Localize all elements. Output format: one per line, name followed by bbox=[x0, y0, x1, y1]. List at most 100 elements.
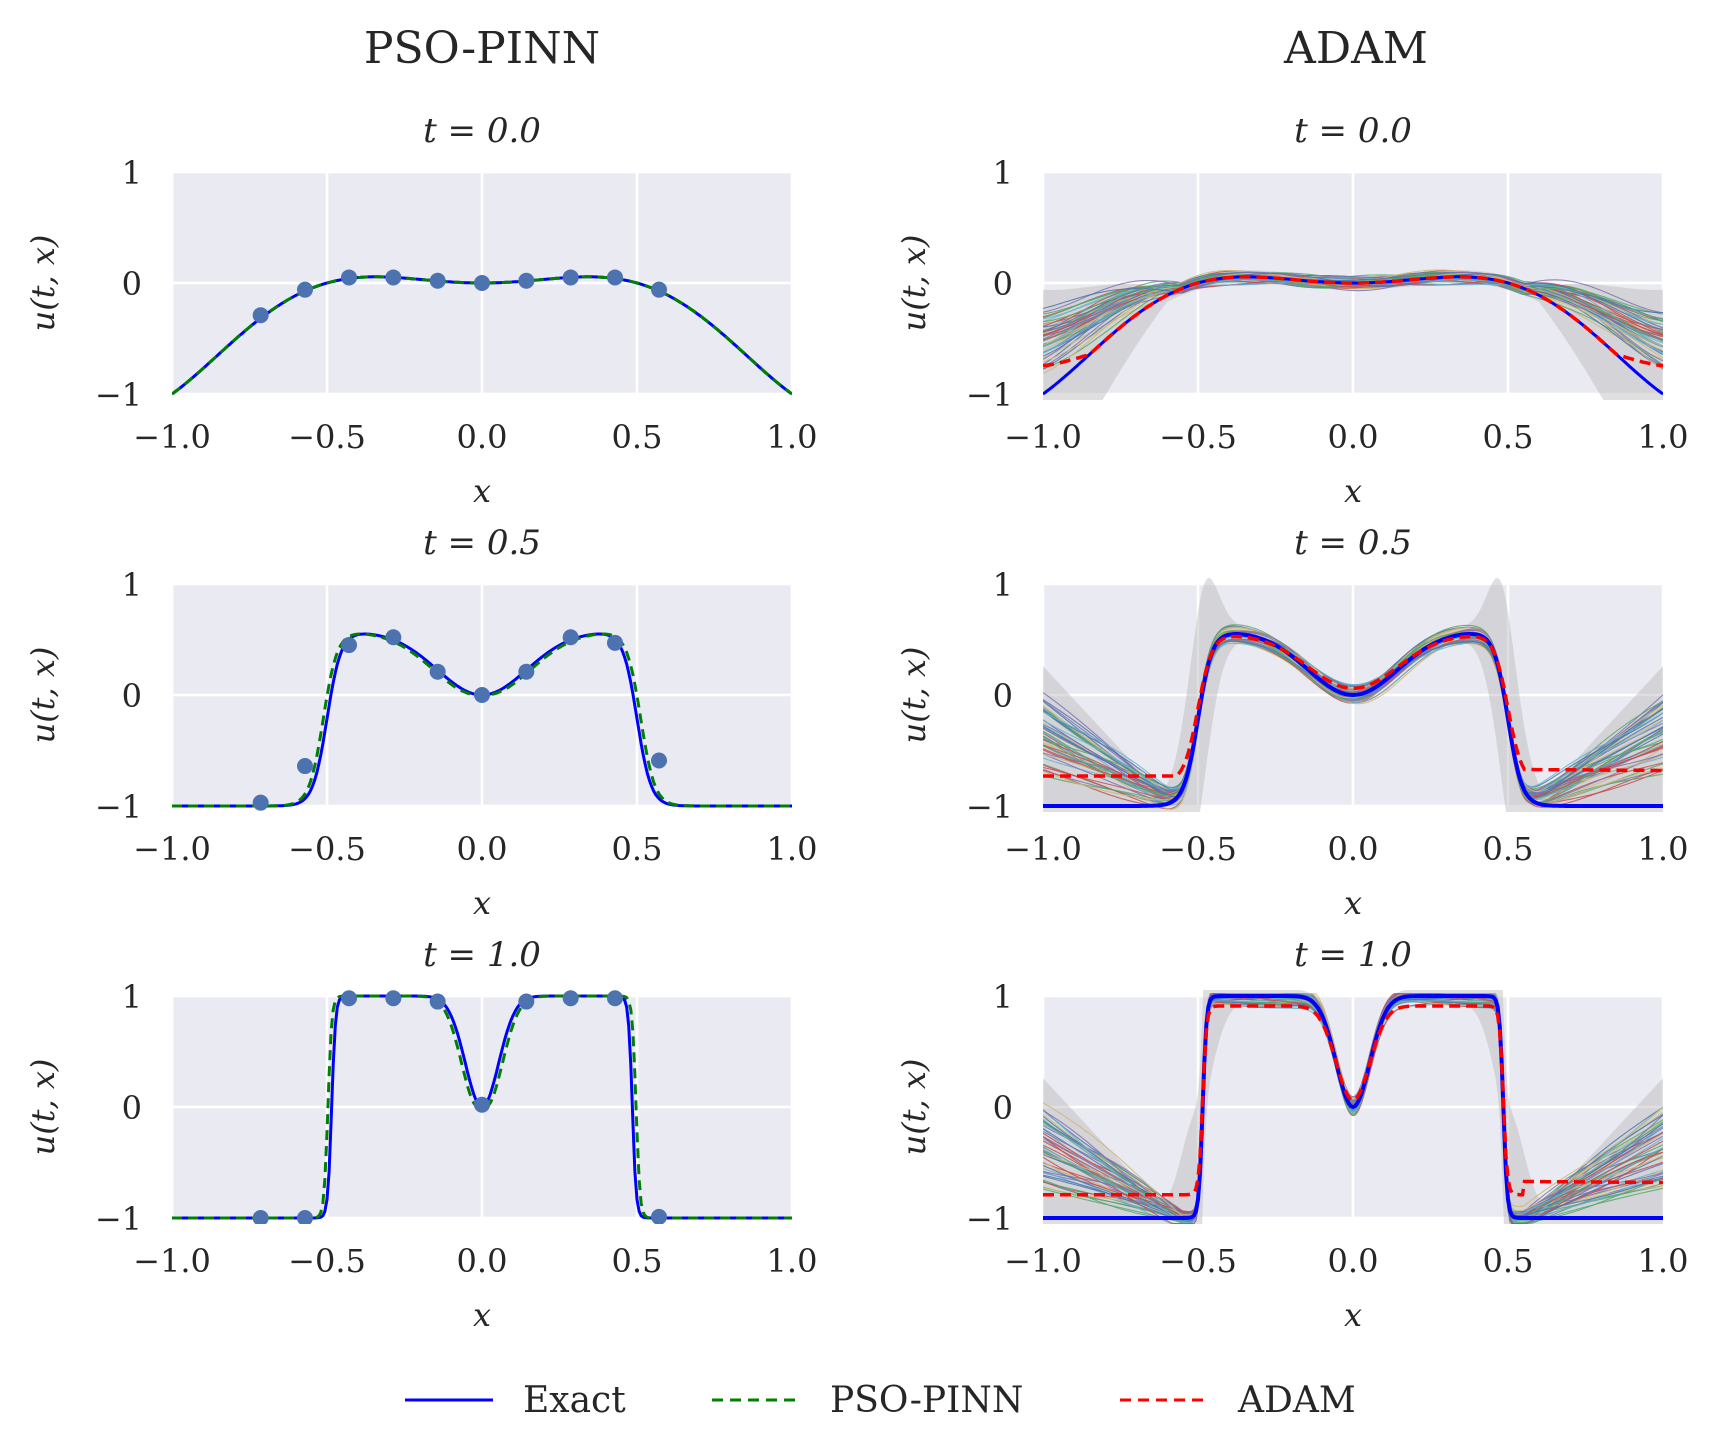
x-tick-label: −0.5 bbox=[1159, 418, 1237, 456]
training-point bbox=[385, 629, 402, 646]
plot-content bbox=[172, 269, 792, 396]
plot-content bbox=[1043, 578, 1663, 812]
x-tick-label: 0.5 bbox=[612, 830, 663, 868]
training-point bbox=[474, 687, 490, 703]
x-tick-label: 0.5 bbox=[1483, 830, 1534, 868]
panel-title: t = 0.0 bbox=[423, 111, 541, 151]
y-tick-label: −1 bbox=[95, 376, 142, 414]
ensemble-line bbox=[1043, 635, 1663, 790]
x-tick-label: −1.0 bbox=[1004, 418, 1082, 456]
training-point bbox=[651, 1208, 668, 1224]
x-axis-label: x bbox=[473, 1296, 491, 1334]
x-tick-label: 0.0 bbox=[1328, 830, 1379, 868]
uncertainty-band bbox=[1043, 270, 1663, 400]
x-tick-label: −0.5 bbox=[1159, 1242, 1237, 1280]
legend-label-pso: PSO-PINN bbox=[830, 1380, 1023, 1421]
subplot-1-0: t = 0.5 −1.0 −0.5 0.0 0.5 1.0 −1 0 1 x u(t, x) bbox=[24, 523, 817, 922]
ensemble-line bbox=[1043, 637, 1663, 806]
ensemble-line bbox=[1043, 273, 1663, 360]
y-axis-label: u(t, x) bbox=[895, 235, 933, 332]
training-point bbox=[385, 269, 402, 286]
x-tick-label: 0.0 bbox=[457, 830, 508, 868]
x-axis-label: x bbox=[1344, 884, 1362, 922]
y-tick-label: −1 bbox=[966, 788, 1013, 826]
ensemble-line bbox=[1043, 999, 1663, 1224]
training-point bbox=[296, 1210, 313, 1224]
x-tick-label: −0.5 bbox=[288, 1242, 366, 1280]
adam-mean-line bbox=[1043, 275, 1663, 368]
x-tick-label: 1.0 bbox=[767, 418, 818, 456]
y-tick-label: −1 bbox=[966, 1200, 1013, 1238]
training-point bbox=[518, 993, 535, 1010]
x-tick-label: 1.0 bbox=[767, 1242, 818, 1280]
pso-pinn-line bbox=[172, 994, 792, 1220]
y-axis-label: u(t, x) bbox=[24, 235, 62, 332]
y-tick-label: 0 bbox=[993, 265, 1013, 303]
y-tick-label: 1 bbox=[122, 978, 142, 1016]
training-point bbox=[606, 990, 623, 1007]
x-tick-label: −0.5 bbox=[1159, 830, 1237, 868]
x-tick-label: −0.5 bbox=[288, 418, 366, 456]
y-tick-label: −1 bbox=[966, 376, 1013, 414]
x-tick-label: 0.5 bbox=[612, 418, 663, 456]
y-axis-label: u(t, x) bbox=[895, 647, 933, 744]
training-point bbox=[341, 990, 358, 1007]
adam-mean-line bbox=[1043, 1004, 1663, 1197]
subplot-2-0: t = 1.0 −1.0 −0.5 0.0 0.5 1.0 −1 0 1 x u(t, x) bbox=[24, 935, 817, 1334]
training-point bbox=[562, 269, 579, 286]
panel-title: t = 1.0 bbox=[423, 935, 541, 975]
y-tick-label: 0 bbox=[122, 265, 142, 303]
subplot-0-1: t = 0.0 −1.0 −0.5 0.0 0.5 1.0 −1 0 1 x u(t, x) bbox=[895, 111, 1688, 510]
training-point bbox=[518, 272, 535, 289]
training-point bbox=[562, 629, 579, 646]
y-tick-label: 0 bbox=[993, 1089, 1013, 1127]
x-tick-label: 0.0 bbox=[1328, 418, 1379, 456]
x-tick-label: −1.0 bbox=[1004, 1242, 1082, 1280]
training-point bbox=[651, 752, 668, 769]
x-tick-label: 0.0 bbox=[1328, 1242, 1379, 1280]
y-axis-label: u(t, x) bbox=[24, 1059, 62, 1156]
ensemble-line bbox=[1043, 1000, 1663, 1224]
legend-label-adam: ADAM bbox=[1237, 1380, 1356, 1421]
ensemble-line bbox=[1043, 631, 1663, 806]
x-tick-label: 0.5 bbox=[1483, 1242, 1534, 1280]
training-point bbox=[429, 272, 446, 289]
panel-title: t = 0.5 bbox=[423, 523, 541, 563]
x-tick-label: −1.0 bbox=[133, 1242, 211, 1280]
ensemble-line bbox=[1043, 632, 1663, 797]
legend: Exact PSO-PINN ADAM bbox=[405, 1380, 1356, 1421]
x-tick-label: 0.0 bbox=[457, 418, 508, 456]
training-point bbox=[474, 275, 490, 291]
y-tick-label: −1 bbox=[95, 788, 142, 826]
y-tick-label: 0 bbox=[122, 1089, 142, 1127]
y-tick-label: −1 bbox=[95, 1200, 142, 1238]
plot-content bbox=[1043, 990, 1663, 1224]
subplot-0-0: t = 0.0 −1.0 −0.5 0.0 0.5 1.0 −1 0 1 x u(t, x) bbox=[24, 111, 817, 510]
ensemble-line bbox=[1043, 993, 1663, 1224]
x-axis-label: x bbox=[473, 472, 491, 510]
ensemble-line bbox=[1043, 276, 1663, 314]
y-axis-label: u(t, x) bbox=[895, 1059, 933, 1156]
training-point bbox=[341, 637, 358, 654]
y-tick-label: 1 bbox=[993, 566, 1013, 604]
training-point bbox=[252, 307, 269, 324]
legend-label-exact: Exact bbox=[523, 1380, 626, 1421]
exact-line bbox=[1043, 632, 1663, 808]
x-tick-label: 0.0 bbox=[457, 1242, 508, 1280]
x-tick-label: 1.0 bbox=[1638, 830, 1689, 868]
training-point bbox=[606, 269, 623, 286]
ensemble-line bbox=[1043, 271, 1663, 337]
panel-title: t = 1.0 bbox=[1294, 935, 1412, 975]
training-point bbox=[296, 281, 313, 298]
exact-line bbox=[1043, 994, 1663, 1220]
y-tick-label: 1 bbox=[122, 154, 142, 192]
y-axis-label: u(t, x) bbox=[24, 647, 62, 744]
x-tick-label: −1.0 bbox=[133, 418, 211, 456]
training-point bbox=[474, 1096, 490, 1113]
ensemble-line bbox=[1043, 639, 1663, 804]
training-point bbox=[429, 993, 446, 1010]
x-tick-label: 0.5 bbox=[1483, 418, 1534, 456]
column-title-adam: ADAM bbox=[1283, 23, 1428, 74]
training-point bbox=[518, 663, 535, 680]
